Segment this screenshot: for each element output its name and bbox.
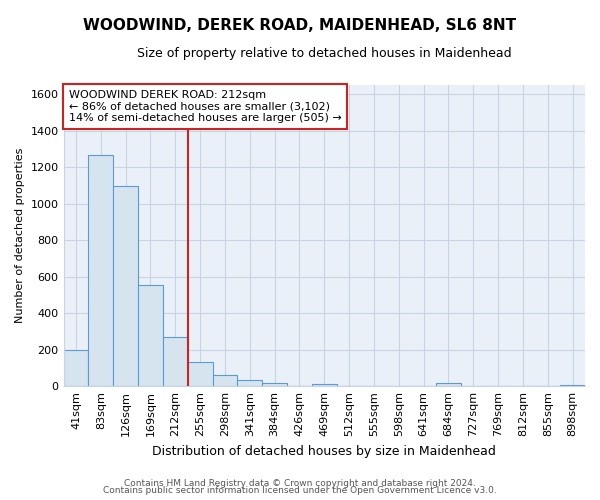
Bar bbox=[163, 337, 188, 386]
Title: Size of property relative to detached houses in Maidenhead: Size of property relative to detached ho… bbox=[137, 48, 512, 60]
Bar bbox=[436, 384, 461, 386]
Bar bbox=[212, 375, 238, 386]
Bar bbox=[138, 286, 163, 386]
Bar bbox=[88, 154, 113, 386]
Bar bbox=[113, 186, 138, 386]
Bar bbox=[188, 362, 212, 386]
X-axis label: Distribution of detached houses by size in Maidenhead: Distribution of detached houses by size … bbox=[152, 444, 496, 458]
Text: WOODWIND, DEREK ROAD, MAIDENHEAD, SL6 8NT: WOODWIND, DEREK ROAD, MAIDENHEAD, SL6 8N… bbox=[83, 18, 517, 32]
Text: Contains HM Land Registry data © Crown copyright and database right 2024.: Contains HM Land Registry data © Crown c… bbox=[124, 478, 476, 488]
Bar bbox=[262, 383, 287, 386]
Bar bbox=[560, 384, 585, 386]
Bar bbox=[64, 350, 88, 386]
Bar bbox=[312, 384, 337, 386]
Text: Contains public sector information licensed under the Open Government Licence v3: Contains public sector information licen… bbox=[103, 486, 497, 495]
Y-axis label: Number of detached properties: Number of detached properties bbox=[15, 148, 25, 324]
Bar bbox=[238, 380, 262, 386]
Text: WOODWIND DEREK ROAD: 212sqm
← 86% of detached houses are smaller (3,102)
14% of : WOODWIND DEREK ROAD: 212sqm ← 86% of det… bbox=[69, 90, 341, 123]
